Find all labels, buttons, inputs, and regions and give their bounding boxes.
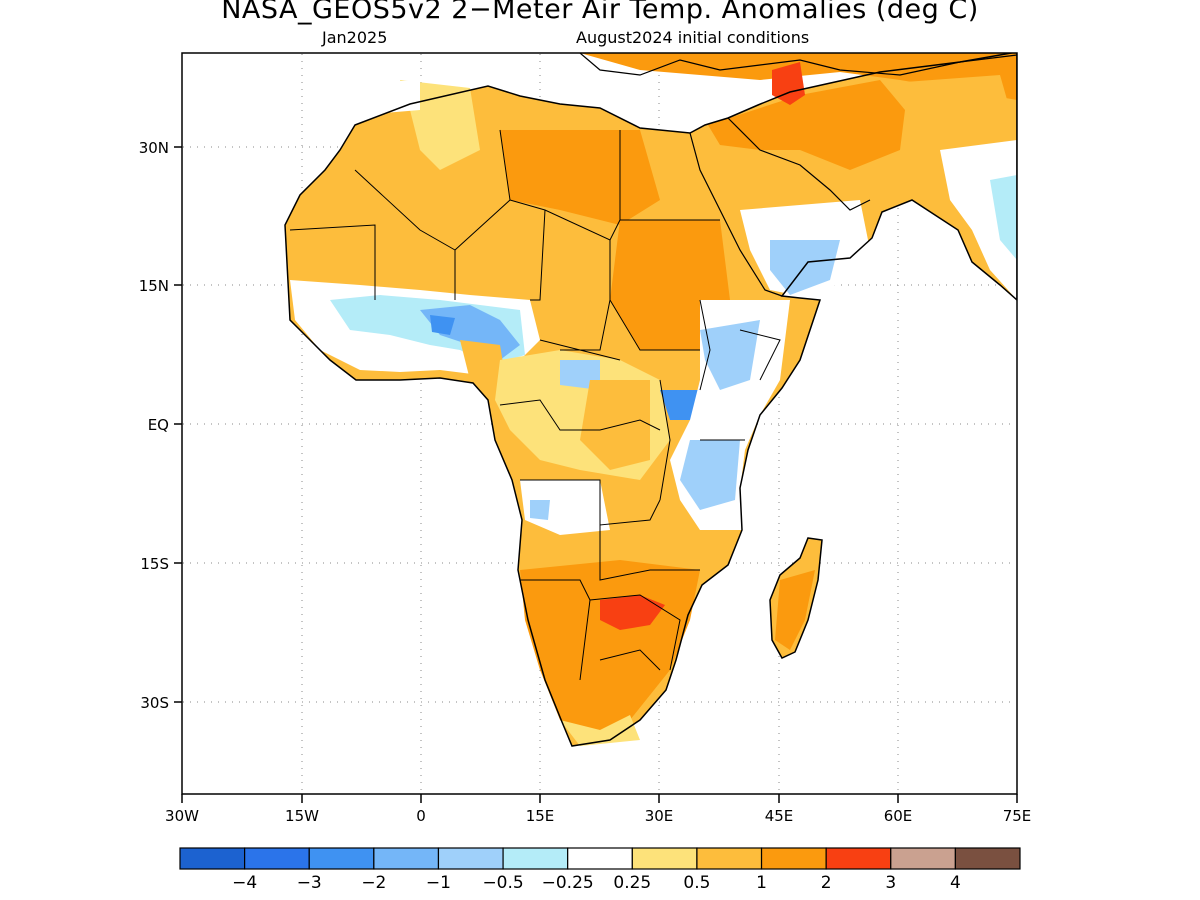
colorbar-tick-label: −1 <box>426 873 451 893</box>
sahel-cold-patch <box>430 315 455 335</box>
colorbar-swatch <box>373 847 440 870</box>
coastlines <box>284 53 1017 747</box>
colorbar-swatch <box>567 847 633 870</box>
colorbar-swatch <box>244 847 310 870</box>
lon-tick-label: 60E <box>884 807 913 825</box>
nigeria-warm-patch <box>460 340 505 380</box>
colorbar-swatch <box>890 847 956 870</box>
lon-tick-label: 15E <box>526 807 555 825</box>
zimbabwe-hot-patch <box>600 595 665 630</box>
colorbar-tick-label: 3 <box>885 873 896 893</box>
map-title: NASA_GEOS5v2 2−Meter Air Temp. Anomalies… <box>221 0 979 25</box>
country-borders <box>289 129 781 681</box>
lon-tick-label: 45E <box>765 807 794 825</box>
colorbar-swatch <box>308 847 375 870</box>
lon-tick-label: 30E <box>645 807 674 825</box>
colorbar-tick-label: 0.25 <box>613 873 651 893</box>
madagascar-warmer-patch <box>775 570 815 650</box>
colorbar-swatch <box>696 847 763 870</box>
anomaly-shading <box>285 53 1017 746</box>
iraq-hot-patch <box>772 62 805 105</box>
colorbar-tick-label: 4 <box>950 873 961 893</box>
congo-warm-patch <box>580 380 650 470</box>
colorbar-tick-label: 1 <box>756 873 767 893</box>
colorbar-tick-label: −3 <box>297 873 322 893</box>
colorbar-labels: −4 −3 −2 −1 −0.5 −0.25 0.25 0.5 1 2 3 4 <box>232 873 961 893</box>
angola-neutral-patch <box>520 480 610 535</box>
colorbar-swatch <box>760 847 827 870</box>
colorbar-swatch <box>437 847 504 870</box>
lat-tick-label: 30S <box>140 694 169 712</box>
lat-tick-labels: 30N 15N EQ 15S 30S <box>139 139 169 712</box>
med-neutral-patch <box>360 80 420 115</box>
lat-tick-label: EQ <box>148 416 169 434</box>
colorbar-swatch <box>954 847 1021 870</box>
lon-tick-labels: 30W 15W 0 15E 30E 45E 60E 75E <box>165 807 1031 825</box>
colorbar-swatch <box>825 847 892 870</box>
colorbar-swatch <box>179 847 246 870</box>
colorbar-tick-label: −0.25 <box>542 873 594 893</box>
colorbar <box>179 847 1021 870</box>
ethiopia-cool-patch <box>700 320 760 390</box>
lon-tick-label: 15W <box>285 807 319 825</box>
arabia-cool-patch <box>770 240 840 295</box>
lat-tick-label: 15N <box>139 277 169 295</box>
colorbar-tick-label: −0.5 <box>482 873 523 893</box>
lon-tick-label: 30W <box>165 807 199 825</box>
lon-tick-label: 0 <box>416 807 426 825</box>
valid-month-label: Jan2025 <box>322 28 388 47</box>
colorbar-swatch <box>502 847 569 870</box>
colorbar-tick-label: 2 <box>821 873 832 893</box>
angola-cool-patch <box>530 500 550 520</box>
india-cool-patch <box>990 175 1017 260</box>
axis-ticks <box>174 146 1018 803</box>
lat-tick-label: 30N <box>139 139 169 157</box>
southern-africa-warmer-patch <box>520 560 700 740</box>
lat-tick-label: 15S <box>140 555 169 573</box>
uganda-cold-patch <box>660 390 700 420</box>
colorbar-tick-label: 0.5 <box>683 873 710 893</box>
lon-tick-label: 75E <box>1003 807 1032 825</box>
init-conditions-label: August2024 initial conditions <box>576 28 810 47</box>
iran-warm-patch <box>905 75 1010 150</box>
tanzania-cool-patch <box>680 440 740 510</box>
colorbar-tick-label: −4 <box>232 873 257 893</box>
cape-weak-warm-patch <box>560 715 640 746</box>
colorbar-tick-label: −2 <box>361 873 386 893</box>
colorbar-swatch <box>631 847 698 870</box>
europe-warm-patch <box>580 53 1017 100</box>
